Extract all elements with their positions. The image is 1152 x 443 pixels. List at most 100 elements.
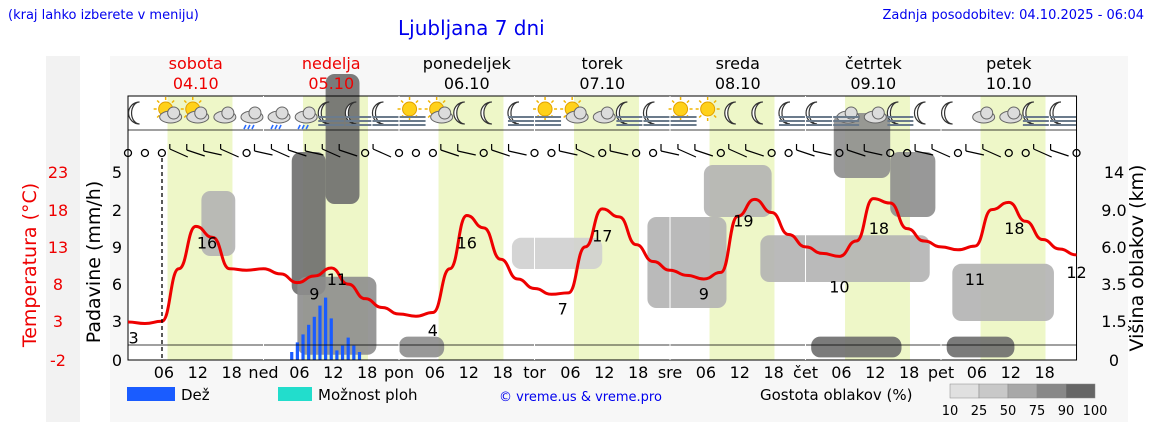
- temp-value-label: 17: [592, 226, 612, 245]
- temperature-labels: 3 16 9 11 4 16 7 17 9 19 10 18 11 18 12: [129, 212, 1087, 348]
- density-swatch: [949, 383, 980, 399]
- wind-calm-icon: [648, 148, 658, 158]
- density-value: 100: [1083, 404, 1108, 419]
- wind-calm-icon: [479, 148, 488, 158]
- temp-tick: -2: [50, 351, 66, 370]
- sun-icon: [695, 97, 720, 121]
- sun-cloud-icon: [560, 97, 589, 124]
- location-hint: (kraj lahko izberete v meniju): [8, 8, 199, 23]
- cloud-blob: [811, 336, 902, 358]
- cloud-height-tick: 1.5: [1101, 312, 1126, 331]
- wind-barb-icon: [677, 148, 697, 158]
- fog-moon-icon: [1049, 101, 1076, 126]
- cloud-height-tick: 14: [1104, 163, 1124, 182]
- rain-cloud-icon: [294, 106, 318, 130]
- temp-value-label: 16: [457, 234, 477, 253]
- sun-cloud-icon: [424, 97, 454, 124]
- density-value: 50: [1000, 404, 1017, 419]
- cloud-height-tick: 9.0: [1101, 201, 1126, 220]
- rain-drop: [247, 124, 251, 130]
- temp-value-label: 4: [428, 321, 438, 340]
- fog-moon-icon: [886, 101, 914, 126]
- rain-bar: [329, 318, 333, 360]
- rain-drop: [297, 124, 301, 130]
- moon-shape: [453, 101, 465, 125]
- wind-barb-icon: [288, 149, 307, 157]
- sun-ray: [536, 99, 540, 104]
- wind-barb-icon: [440, 149, 460, 157]
- rain-bar: [312, 316, 316, 360]
- x-hour-tick: 18: [1034, 363, 1054, 382]
- fog-moon-icon: [1022, 101, 1049, 126]
- rain-bar: [346, 337, 350, 360]
- fog-cloud-icon: [833, 106, 860, 126]
- cloud-blob: [297, 276, 377, 355]
- day-name: sobota: [169, 54, 223, 73]
- legend: Dež Možnost ploh © vreme.us & vreme.pro …: [127, 383, 1108, 419]
- cloud-puff: [871, 106, 885, 120]
- temp-tick: 8: [53, 275, 63, 294]
- density-value: 10: [942, 404, 959, 419]
- day-date: 06.10: [444, 74, 490, 93]
- density-swatch: [1065, 383, 1096, 399]
- cloud-icon: [213, 106, 237, 124]
- sun-ray: [156, 114, 160, 119]
- legend-density-title: Gostota oblakov (%): [760, 386, 913, 404]
- rain-cloud-icon: [240, 106, 264, 130]
- rain-bar: [324, 297, 328, 360]
- wind-calm-icon: [835, 148, 844, 158]
- sun-ray: [400, 99, 404, 104]
- wind-calm-icon: [428, 148, 438, 158]
- wind-barb-icon: [1033, 148, 1052, 158]
- cloud-blob: [291, 152, 326, 295]
- rain-drop: [305, 124, 309, 130]
- cloud-blob: [325, 74, 360, 204]
- wind-barb-icon: [914, 150, 934, 156]
- wind-barb-icon: [864, 150, 883, 156]
- sun-ray: [171, 99, 175, 104]
- temp-value-label: 11: [965, 270, 985, 289]
- legend-rain-label: Dež: [181, 386, 210, 404]
- sun-disc: [537, 101, 553, 117]
- daylight-band: [438, 96, 504, 360]
- wind-barb-icon: [186, 149, 205, 157]
- x-hour-tick: 06: [425, 363, 445, 382]
- cloud-height-tick: 0: [1109, 351, 1119, 370]
- moon-icon: [941, 101, 953, 125]
- x-hour-tick: 18: [763, 363, 783, 382]
- rain-bar: [301, 334, 305, 360]
- day-date: 05.10: [308, 74, 354, 93]
- cloud-blob: [760, 235, 930, 282]
- credit-link[interactable]: © vreme.us & vreme.pro: [499, 390, 662, 405]
- wind-barb-icon: [491, 149, 510, 157]
- wind-calm-icon: [1004, 148, 1013, 158]
- rain-drop: [243, 124, 247, 130]
- wind-barb-icon: [796, 149, 815, 157]
- wind-calm-icon: [1021, 148, 1030, 158]
- legend-shower-swatch: [278, 387, 312, 401]
- cloud-height-axis-label: Višina oblakov (km): [1126, 165, 1148, 352]
- sun-disc: [673, 101, 689, 117]
- plot-border: [127, 95, 1078, 361]
- rain-drop: [278, 124, 282, 130]
- sun-cloud-icon: [180, 97, 210, 124]
- moon-shape: [941, 101, 953, 125]
- sun-ray: [442, 99, 446, 104]
- cloud-blob: [833, 113, 891, 178]
- sun-ray: [698, 99, 702, 104]
- wind-calm-icon: [123, 148, 133, 158]
- x-hour-tick: 12: [594, 363, 614, 382]
- fog-moon-icon: [371, 101, 399, 126]
- x-hour-tick: 06: [696, 363, 716, 382]
- density-value: 90: [1058, 404, 1075, 419]
- temp-value-label: 9: [699, 285, 709, 304]
- moon-icon: [128, 101, 140, 125]
- x-hour-tick: 12: [188, 363, 208, 382]
- rain-bar: [290, 352, 294, 360]
- density-scale: 10 25 50 75 90 100: [942, 383, 1108, 419]
- wind-barb-icon: [931, 148, 951, 158]
- wind-barb-icon: [169, 148, 189, 158]
- sun-ray: [427, 99, 431, 104]
- sun-ray: [183, 99, 187, 104]
- wind-barb-icon: [694, 149, 714, 157]
